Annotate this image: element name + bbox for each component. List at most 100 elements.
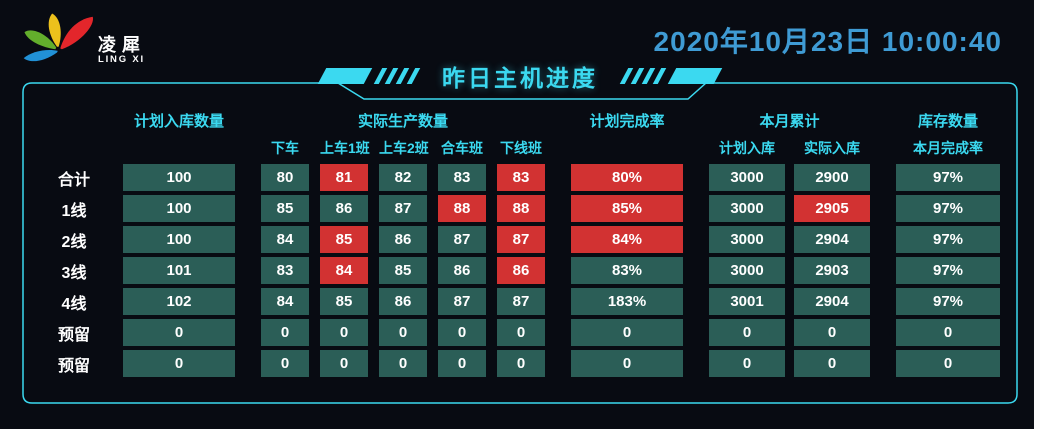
value-cell: 88 xyxy=(497,195,545,222)
value-cell: 85 xyxy=(379,257,427,284)
value-cell: 86 xyxy=(438,257,486,284)
title-banner: 昨日主机进度 xyxy=(317,58,723,94)
value-cell: 3000 xyxy=(709,164,785,191)
value-cell: 80 xyxy=(261,164,309,191)
value-cell: 83% xyxy=(571,257,683,284)
value-cell: 87 xyxy=(497,288,545,315)
value-cell: 101 xyxy=(123,257,235,284)
banner-slashes-right xyxy=(619,68,667,84)
panel-border xyxy=(22,82,1018,404)
row-label: 2线 xyxy=(61,233,87,251)
value-cell: 84 xyxy=(261,288,309,315)
value-cell: 86 xyxy=(320,195,368,222)
value-cell: 0 xyxy=(438,350,486,377)
value-cell: 88 xyxy=(438,195,486,222)
value-cell: 83 xyxy=(497,164,545,191)
sub-header-month-plan: 计划入库 xyxy=(719,140,775,156)
value-cell: 86 xyxy=(379,288,427,315)
sub-header-on-truck-1: 上车1班 xyxy=(320,140,370,156)
datetime-display: 2020年10月23日 10:00:40 xyxy=(653,26,1002,57)
sub-header-off-truck: 下车 xyxy=(271,140,299,156)
value-cell: 97% xyxy=(896,164,1000,191)
sub-header-on-truck-2: 上车2班 xyxy=(379,140,429,156)
value-cell: 3000 xyxy=(709,257,785,284)
value-cell: 97% xyxy=(896,226,1000,253)
sub-header-offline: 下线班 xyxy=(500,140,542,156)
value-cell: 0 xyxy=(261,319,309,346)
table-grid: 计划入库数量 实际生产数量 计划完成率 本月累计 库存数量 下车 上车1班 上车… xyxy=(39,108,1000,377)
value-cell: 183% xyxy=(571,288,683,315)
value-cell: 0 xyxy=(320,319,368,346)
logo-name-en: LING XI xyxy=(98,53,145,65)
value-cell: 0 xyxy=(438,319,486,346)
banner-parallelogram-right xyxy=(667,68,723,84)
value-cell: 0 xyxy=(709,319,785,346)
row-label: 预留 xyxy=(57,326,90,344)
value-cell: 97% xyxy=(896,195,1000,222)
value-cell: 0 xyxy=(709,350,785,377)
value-cell: 0 xyxy=(896,350,1000,377)
value-cell: 84 xyxy=(320,257,368,284)
app-logo: 凌犀 LING XI xyxy=(18,6,146,68)
value-cell: 2905 xyxy=(794,195,870,222)
value-cell: 0 xyxy=(571,350,683,377)
sub-header-month-actual: 实际入库 xyxy=(804,140,860,156)
sub-header-month-rate: 本月完成率 xyxy=(913,140,983,156)
value-cell: 0 xyxy=(320,350,368,377)
value-cell: 0 xyxy=(123,350,235,377)
value-cell: 83 xyxy=(438,164,486,191)
value-cell: 0 xyxy=(794,350,870,377)
value-cell: 0 xyxy=(497,319,545,346)
row-label: 预留 xyxy=(57,357,90,375)
value-cell: 87 xyxy=(438,226,486,253)
value-cell: 3000 xyxy=(709,195,785,222)
dashboard-panel: 昨日主机进度 计划入库数量 实际生产数量 计划完成率 本月累计 库存数量 下车 … xyxy=(22,65,1018,404)
group-header-inventory: 库存数量 xyxy=(917,112,978,130)
logo-name-cn: 凌犀 xyxy=(98,34,146,55)
group-header-plan: 计划入库数量 xyxy=(133,112,224,130)
banner-parallelogram-left xyxy=(317,68,373,84)
group-header-actual: 实际生产数量 xyxy=(357,112,448,130)
value-cell: 0 xyxy=(571,319,683,346)
value-cell: 2900 xyxy=(794,164,870,191)
value-cell: 2904 xyxy=(794,288,870,315)
value-cell: 85 xyxy=(320,288,368,315)
value-cell: 0 xyxy=(379,319,427,346)
value-cell: 3001 xyxy=(709,288,785,315)
value-cell: 100 xyxy=(123,226,235,253)
sub-header-assembly: 合车班 xyxy=(441,140,483,156)
value-cell: 0 xyxy=(794,319,870,346)
value-cell: 80% xyxy=(571,164,683,191)
row-label: 1线 xyxy=(61,202,87,220)
value-cell: 2904 xyxy=(794,226,870,253)
value-cell: 0 xyxy=(123,319,235,346)
value-cell: 84 xyxy=(261,226,309,253)
row-label: 3线 xyxy=(61,264,87,282)
value-cell: 2903 xyxy=(794,257,870,284)
value-cell: 86 xyxy=(497,257,545,284)
lingxi-pinwheel-icon xyxy=(18,6,96,68)
row-label: 合计 xyxy=(57,171,90,189)
value-cell: 0 xyxy=(896,319,1000,346)
value-cell: 85 xyxy=(261,195,309,222)
value-cell: 0 xyxy=(379,350,427,377)
value-cell: 100 xyxy=(123,195,235,222)
value-cell: 3000 xyxy=(709,226,785,253)
value-cell: 83 xyxy=(261,257,309,284)
value-cell: 100 xyxy=(123,164,235,191)
value-cell: 85 xyxy=(320,226,368,253)
value-cell: 0 xyxy=(261,350,309,377)
value-cell: 86 xyxy=(379,226,427,253)
value-cell: 97% xyxy=(896,288,1000,315)
logo-text: 凌犀 LING XI xyxy=(98,36,146,65)
value-cell: 81 xyxy=(320,164,368,191)
row-label: 4线 xyxy=(61,295,87,313)
value-cell: 97% xyxy=(896,257,1000,284)
window-edge-strip xyxy=(1034,0,1040,429)
value-cell: 85% xyxy=(571,195,683,222)
banner-slashes-left xyxy=(373,68,421,84)
value-cell: 0 xyxy=(497,350,545,377)
panel-title: 昨日主机进度 xyxy=(442,65,598,91)
group-header-rate: 计划完成率 xyxy=(589,112,665,130)
value-cell: 87 xyxy=(438,288,486,315)
